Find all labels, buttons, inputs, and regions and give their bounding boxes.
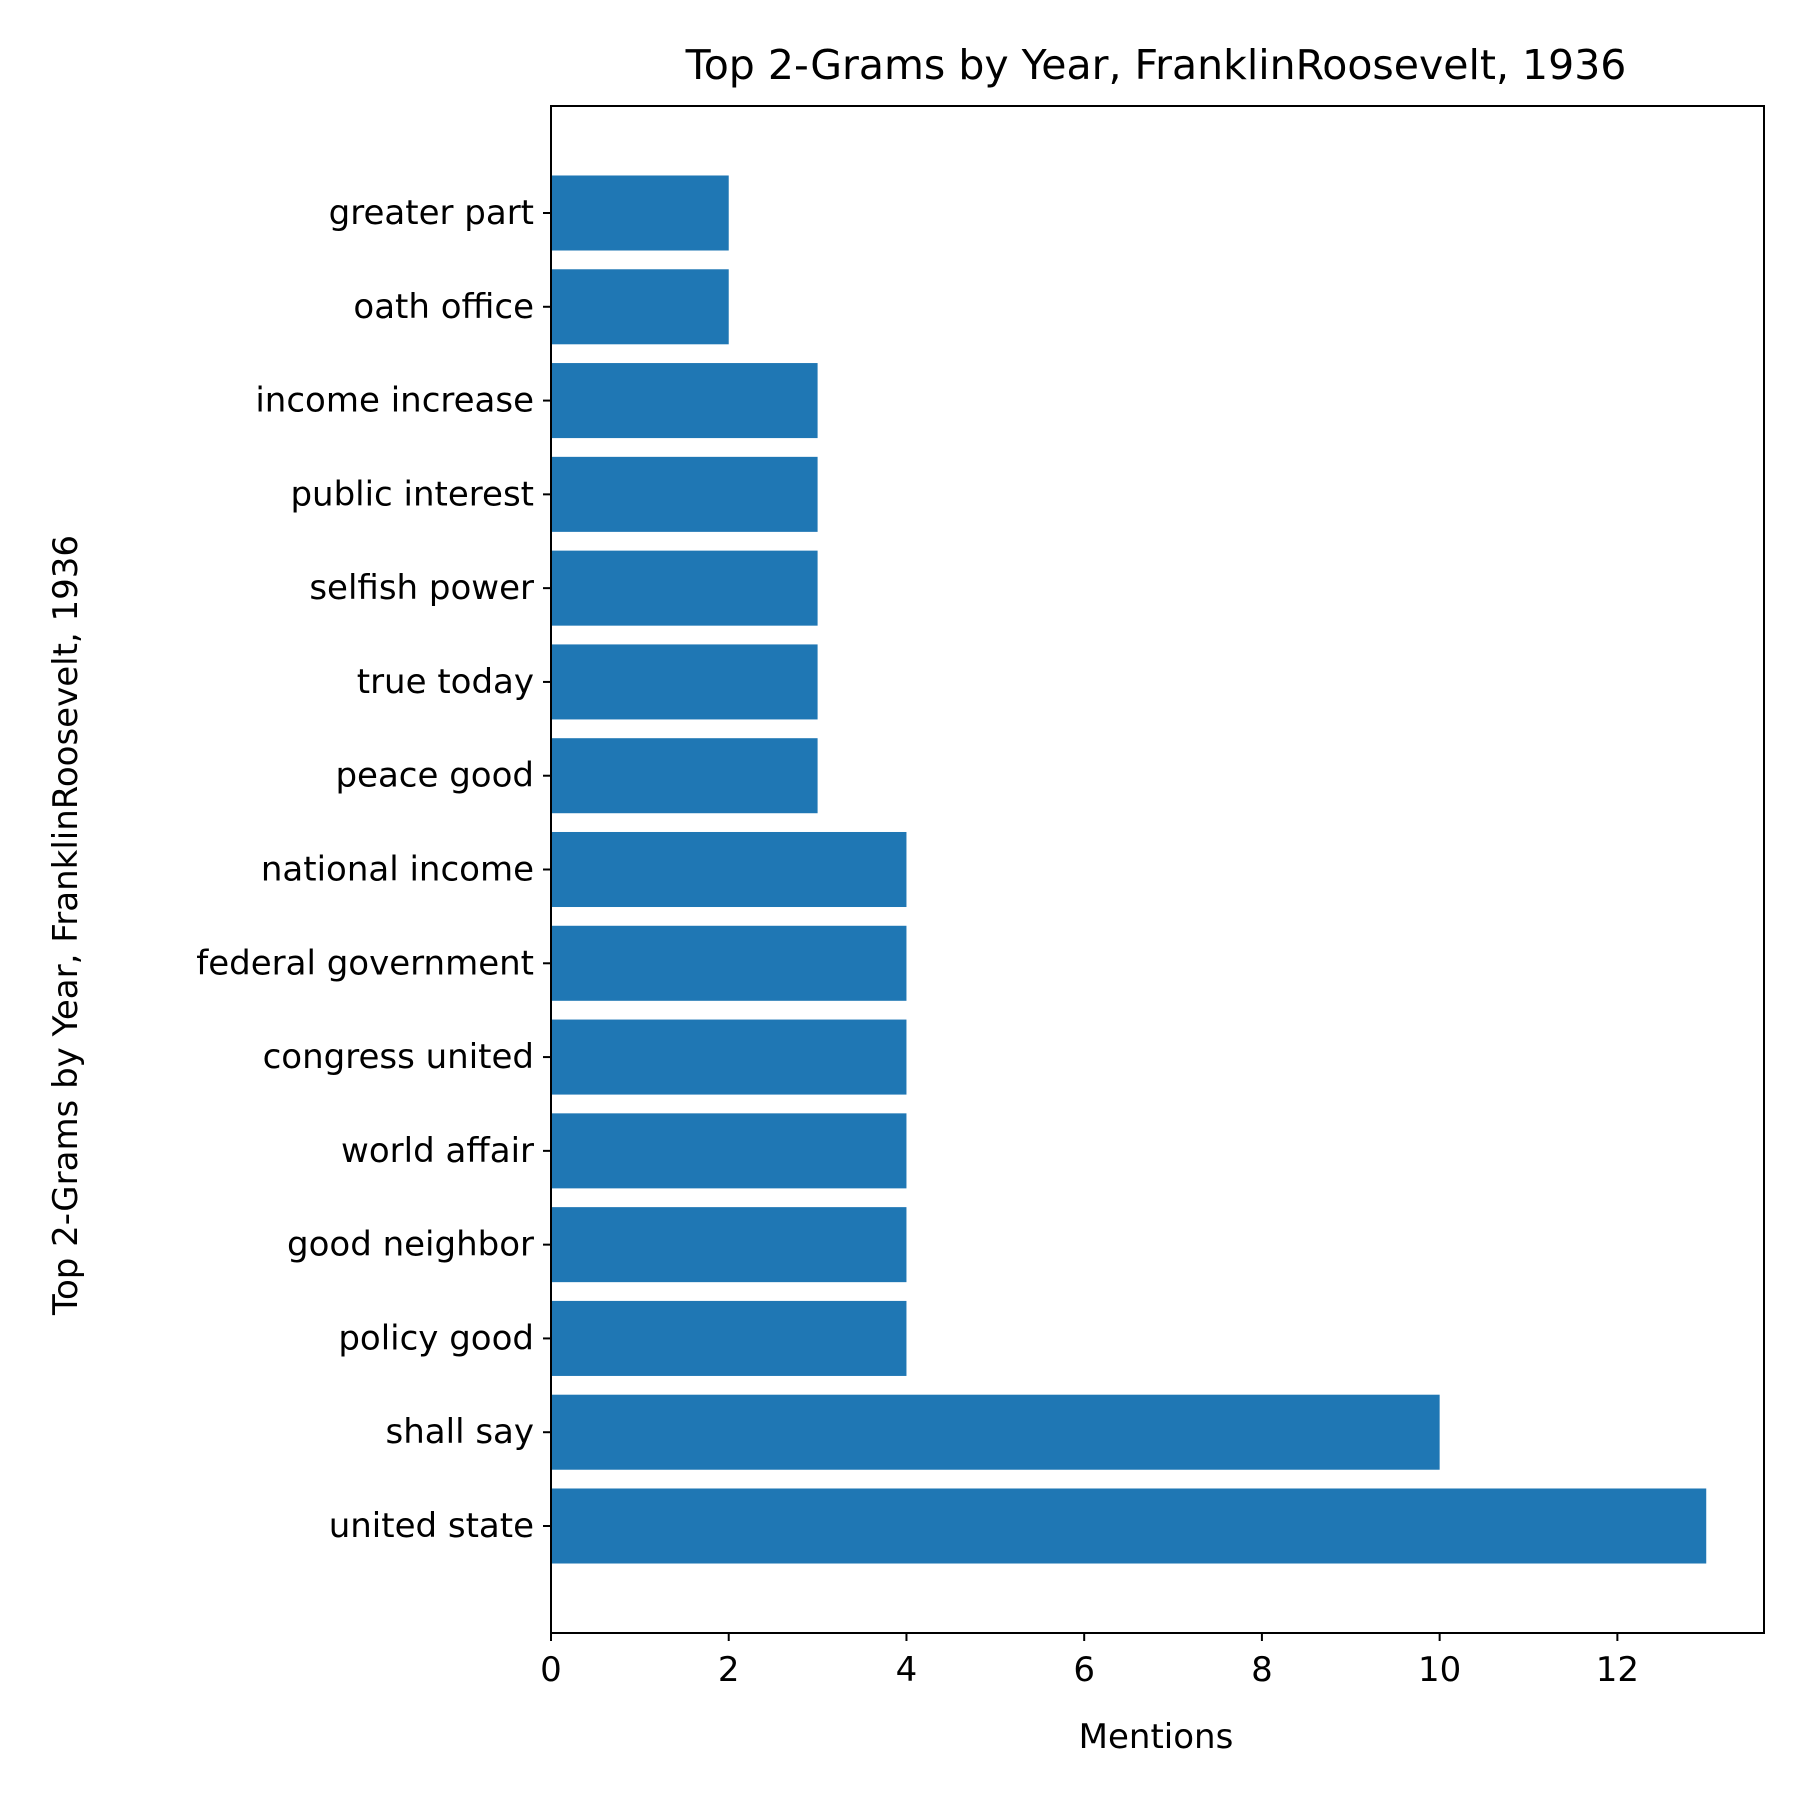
bar-income-increase: [551, 363, 818, 439]
bar-united-state: [551, 1488, 1707, 1564]
y-tick-label: peace good: [335, 756, 534, 796]
bar-policy-good: [551, 1300, 907, 1376]
chart-title: Top 2-Grams by Year, FranklinRoosevelt, …: [685, 41, 1627, 89]
y-tick-label: true today: [357, 662, 534, 702]
y-tick-label: federal government: [196, 943, 534, 983]
y-tick-label: greater part: [329, 193, 534, 233]
y-tick-label: united state: [329, 1506, 534, 1546]
x-tick-label: 8: [1251, 1650, 1273, 1690]
x-tick-label: 2: [718, 1650, 740, 1690]
bar-shall-say: [551, 1394, 1440, 1470]
y-tick-label: income increase: [255, 381, 534, 421]
bars-group: [551, 175, 1707, 1564]
bar-congress-united: [551, 1019, 907, 1095]
bar-greater-part: [551, 175, 729, 251]
y-tick-label: good neighbor: [287, 1225, 534, 1265]
x-tick-label: 10: [1418, 1650, 1461, 1690]
y-axis-label: Top 2-Grams by Year, FranklinRoosevelt, …: [46, 535, 86, 1316]
bar-public-interest: [551, 456, 818, 532]
x-ticks-group: 0 2 4 6 8 10 12: [540, 1633, 1639, 1690]
x-tick-label: 12: [1596, 1650, 1639, 1690]
y-tick-label: public interest: [290, 474, 534, 514]
bar-selfish-power: [551, 550, 818, 626]
bar-peace-good: [551, 738, 818, 814]
bar-good-neighbor: [551, 1207, 907, 1283]
y-tick-label: congress united: [263, 1037, 534, 1077]
x-tick-label: 6: [1073, 1650, 1095, 1690]
bar-federal-government: [551, 925, 907, 1001]
y-tick-label: world affair: [341, 1131, 534, 1171]
bar-true-today: [551, 644, 818, 720]
y-tick-label: shall say: [386, 1412, 534, 1452]
y-tick-label: policy good: [338, 1318, 534, 1358]
bar-world-affair: [551, 1113, 907, 1189]
bar-national-income: [551, 831, 907, 908]
y-tick-label: national income: [261, 850, 534, 890]
y-tick-label: selfish power: [309, 568, 534, 608]
plot-area-frame: [550, 105, 1765, 1634]
x-tick-label: 0: [540, 1650, 562, 1690]
y-ticks-group: united state shall say policy good good nei…: [196, 193, 551, 1546]
x-tick-label: 4: [896, 1650, 918, 1690]
y-tick-label: oath office: [353, 287, 534, 327]
bar-oath-office: [551, 269, 729, 345]
x-axis-label: Mentions: [1079, 1717, 1234, 1757]
